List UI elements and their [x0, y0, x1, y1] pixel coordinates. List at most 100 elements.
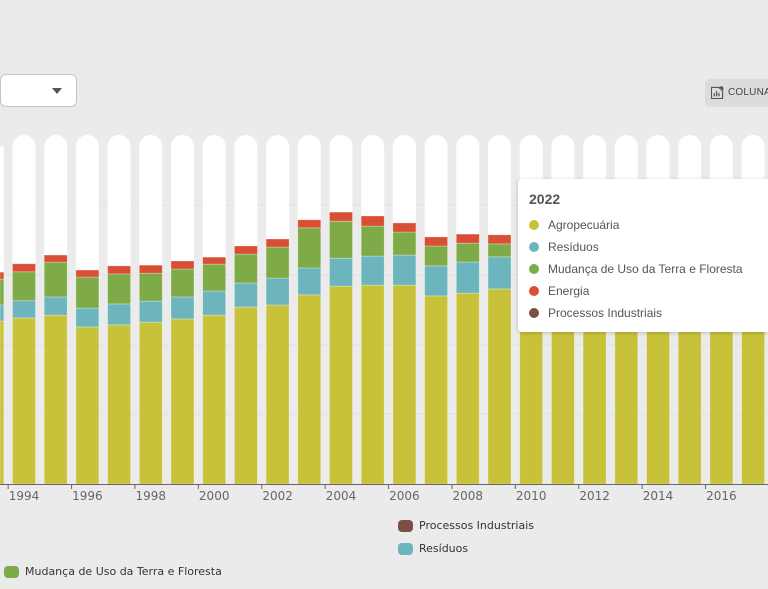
- bar-segment-2009: [487, 234, 512, 245]
- bar-segment-2004: [329, 285, 353, 485]
- bar-segment-1998: [138, 321, 163, 485]
- tooltip-item: Processos Industriais: [529, 306, 662, 320]
- tooltip-title: 2022: [529, 191, 561, 207]
- bar-segment-1993: [0, 304, 5, 322]
- tooltip-item-label: Processos Industriais: [548, 306, 663, 320]
- bar-segment-1999: [170, 260, 195, 270]
- x-tick-label: 2006: [389, 489, 420, 503]
- legend-swatch: [398, 520, 413, 532]
- bar-segment-2001: [233, 306, 258, 485]
- bar-segment-1996: [75, 269, 100, 278]
- bar-segment-1994: [12, 271, 36, 302]
- caret-down-icon: [52, 88, 62, 94]
- legend-item-mudanca-uso-terra[interactable]: Mudança de Uso da Terra e Floresta: [4, 565, 222, 578]
- x-tick-label: 2014: [643, 489, 674, 503]
- x-tick-label: 2016: [706, 489, 737, 503]
- tooltip-item: Energia: [529, 284, 589, 298]
- bar-segment-2008: [455, 242, 480, 263]
- legend-swatch: [4, 566, 19, 578]
- bar-segment-1994: [12, 263, 36, 273]
- bar-segment-2001: [233, 253, 258, 284]
- legend-item-residuos[interactable]: Resíduos: [398, 542, 468, 555]
- bar-segment-2000: [202, 256, 227, 265]
- chart-add-icon: [711, 86, 724, 99]
- bar-segment-1993: [0, 271, 5, 280]
- bar-segment-2006: [392, 231, 417, 256]
- bar-segment-2003: [297, 219, 322, 229]
- legend-swatch: [398, 543, 413, 555]
- bar-segment-1993: [0, 278, 5, 306]
- agropecuaria-dot-icon: [529, 219, 539, 230]
- bar-segment-1999: [170, 318, 195, 485]
- bar-segment-2002: [265, 304, 290, 485]
- bar-segment-2003: [297, 267, 322, 296]
- bar-segment-2009: [487, 256, 512, 290]
- bar-segment-1996: [75, 276, 100, 309]
- bar-segment-1997: [107, 303, 131, 326]
- bar-segment-1995: [43, 314, 68, 485]
- bar-segment-2004: [329, 220, 353, 259]
- bar-segment-1997: [107, 324, 131, 485]
- x-tick-label: 2004: [326, 489, 357, 503]
- x-tick-label: 1994: [9, 489, 40, 503]
- x-tick-label: 2010: [516, 489, 547, 503]
- bar-segment-2008: [455, 261, 480, 294]
- mudanca-uso-terra-dot-icon: [529, 263, 539, 274]
- bar-segment-2007: [424, 295, 449, 485]
- bar-segment-1998: [138, 300, 163, 323]
- bar-segment-2006: [392, 222, 417, 233]
- bar-segment-1999: [170, 296, 195, 320]
- bar-segment-2002: [265, 277, 290, 306]
- bar-segment-2001: [233, 245, 258, 255]
- bar-segment-2004: [329, 257, 353, 287]
- bar-segment-2007: [424, 236, 449, 247]
- legend-label: Resíduos: [419, 542, 469, 555]
- bar-segment-2006: [392, 284, 417, 485]
- bar-segment-2000: [202, 263, 227, 292]
- tooltip-item: Resíduos: [529, 240, 599, 254]
- tooltip-item-label: Agropecuária: [548, 218, 620, 232]
- bar-segment-2000: [202, 314, 227, 485]
- bar-segment-1999: [170, 268, 195, 298]
- tooltip-item-label: Energia: [548, 284, 590, 298]
- bar-segment-2005: [360, 215, 385, 227]
- filter-dropdown[interactable]: [0, 74, 77, 107]
- bar-segment-1996: [75, 326, 100, 485]
- tooltip-item-label: Mudança de Uso da Terra e Floresta: [548, 262, 743, 276]
- bar-segment-2001: [233, 282, 258, 308]
- tooltip-item: Mudança de Uso da Terra e Floresta: [529, 262, 743, 276]
- bar-segment-2002: [265, 238, 290, 248]
- energia-dot-icon: [529, 285, 539, 296]
- legend-label: Processos Industriais: [419, 519, 535, 532]
- bar-segment-1997: [107, 273, 131, 305]
- bar-segment-2000: [202, 290, 227, 316]
- bar-segment-1995: [43, 296, 68, 316]
- bar-segment-2008: [455, 233, 480, 244]
- bar-segment-1996: [75, 307, 100, 328]
- bar-segment-2002: [265, 246, 290, 279]
- bar-segment-2005: [360, 284, 385, 485]
- tooltip-item-label: Resíduos: [548, 240, 599, 254]
- bar-segment-2003: [297, 294, 322, 485]
- bar-segment-1995: [43, 261, 68, 298]
- legend-label: Mudança de Uso da Terra e Floresta: [25, 565, 222, 578]
- chart-tooltip: 2022 Agropecuária Resíduos Mudança de Us…: [518, 179, 768, 332]
- bar-segment-2004: [329, 211, 353, 222]
- bar-segment-1995: [43, 254, 68, 263]
- bar-segment-2009: [487, 288, 512, 485]
- x-tick-label: 2008: [453, 489, 484, 503]
- bar-segment-2005: [360, 255, 385, 286]
- x-tick-label: 1998: [136, 489, 167, 503]
- processos-industriais-dot-icon: [529, 307, 539, 318]
- bar-segment-2005: [360, 225, 385, 257]
- legend-item-processos-industriais[interactable]: Processos Industriais: [398, 519, 534, 532]
- bar-segment-2008: [455, 292, 480, 485]
- column-button-label: COLUNA: [728, 87, 768, 98]
- bar-segment-2006: [392, 254, 417, 286]
- residuos-dot-icon: [529, 241, 539, 252]
- column-button[interactable]: COLUNA: [705, 79, 768, 107]
- bar-segment-2003: [297, 227, 322, 269]
- bar-segment-1993: [0, 320, 5, 485]
- bar-segment-1998: [138, 264, 163, 274]
- bar-segment-1994: [12, 300, 36, 319]
